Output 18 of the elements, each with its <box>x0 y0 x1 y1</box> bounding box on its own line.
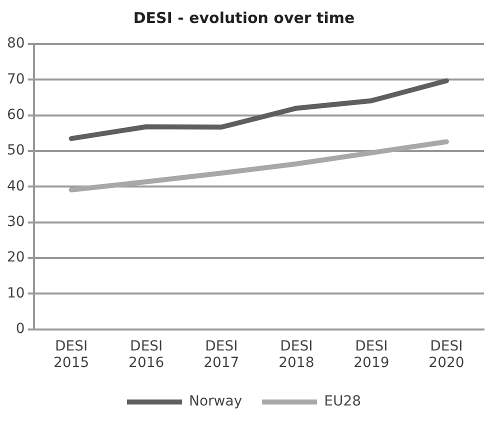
legend-label: EU28 <box>324 394 362 410</box>
y-tick-label: 70 <box>6 71 25 88</box>
y-tick-label: 60 <box>6 106 25 123</box>
x-tick-label: DESI 2017 <box>204 338 240 372</box>
y-tick-label: 50 <box>6 142 25 159</box>
x-tick-label: DESI 2016 <box>128 338 164 372</box>
y-tick-label: 20 <box>6 250 25 266</box>
y-tick-label: 10 <box>6 285 25 302</box>
x-tick-label: DESI 2019 <box>354 338 390 372</box>
x-tick-label: DESI 2018 <box>278 338 314 372</box>
y-tick-label: 30 <box>6 214 25 230</box>
chart-title: DESI - evolution over time <box>133 8 355 27</box>
y-tick-label: 40 <box>6 178 25 194</box>
x-tick-label: DESI 2020 <box>428 338 464 372</box>
y-tick-label: 0 <box>16 321 25 338</box>
y-tick-label: 80 <box>6 36 25 52</box>
x-tick-label: DESI 2015 <box>54 338 90 372</box>
legend-label: Norway <box>188 394 242 410</box>
